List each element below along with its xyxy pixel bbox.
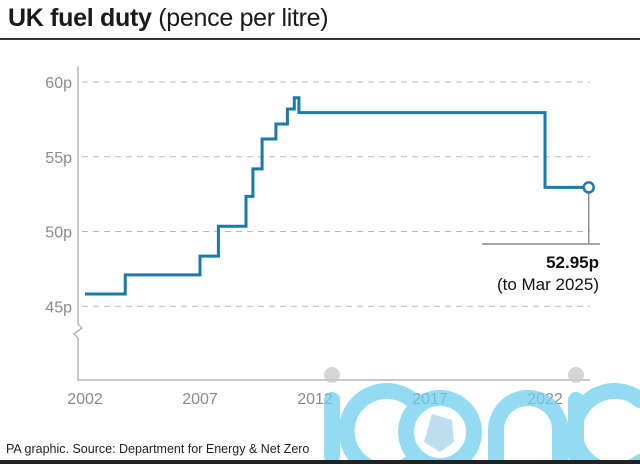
series-line-fuel-duty xyxy=(85,96,589,296)
y-tick-label: 50p xyxy=(45,225,72,242)
annotation-note: (to Mar 2025) xyxy=(497,275,599,294)
watermark-hexagon xyxy=(424,414,454,452)
endpoint-marker xyxy=(582,181,595,194)
footer-rule xyxy=(0,460,640,464)
y-tick-label: 45p xyxy=(45,299,72,316)
x-tick-labels: 2002 2007 2012 2017 2022 xyxy=(67,391,563,408)
watermark-i-stem xyxy=(324,392,340,464)
y-tick-labels: 45p 50p 55p 60p xyxy=(45,75,72,316)
title-rule xyxy=(0,38,640,40)
annotation-value: 52.95p xyxy=(546,253,599,272)
x-tick-label: 2007 xyxy=(182,391,218,408)
gridlines xyxy=(82,81,590,307)
chart-title: UK fuel duty (pence per litre) xyxy=(8,4,329,33)
y-tick-label: 60p xyxy=(45,75,72,92)
axis-lines xyxy=(73,66,590,381)
watermark-dot-i xyxy=(324,367,340,383)
x-tick-label: 2012 xyxy=(297,391,333,408)
watermark-c xyxy=(338,383,420,464)
watermark-dot-i2 xyxy=(568,367,584,383)
series-layer xyxy=(84,96,589,296)
source-note: PA graphic. Source: Department for Energ… xyxy=(6,442,310,456)
title-subtitle: (pence per litre) xyxy=(158,4,329,32)
watermark-text: iconic xyxy=(0,0,3,1)
watermark-n xyxy=(488,390,568,464)
annotation-layer: 52.95p (to Mar 2025) xyxy=(482,181,600,294)
axes xyxy=(73,66,590,381)
watermark-c2 xyxy=(566,383,640,464)
watermark-o xyxy=(398,390,482,464)
y-tick-label: 55p xyxy=(45,150,72,167)
x-tick-label: 2002 xyxy=(67,391,103,408)
title-bold: UK fuel duty xyxy=(8,4,152,32)
